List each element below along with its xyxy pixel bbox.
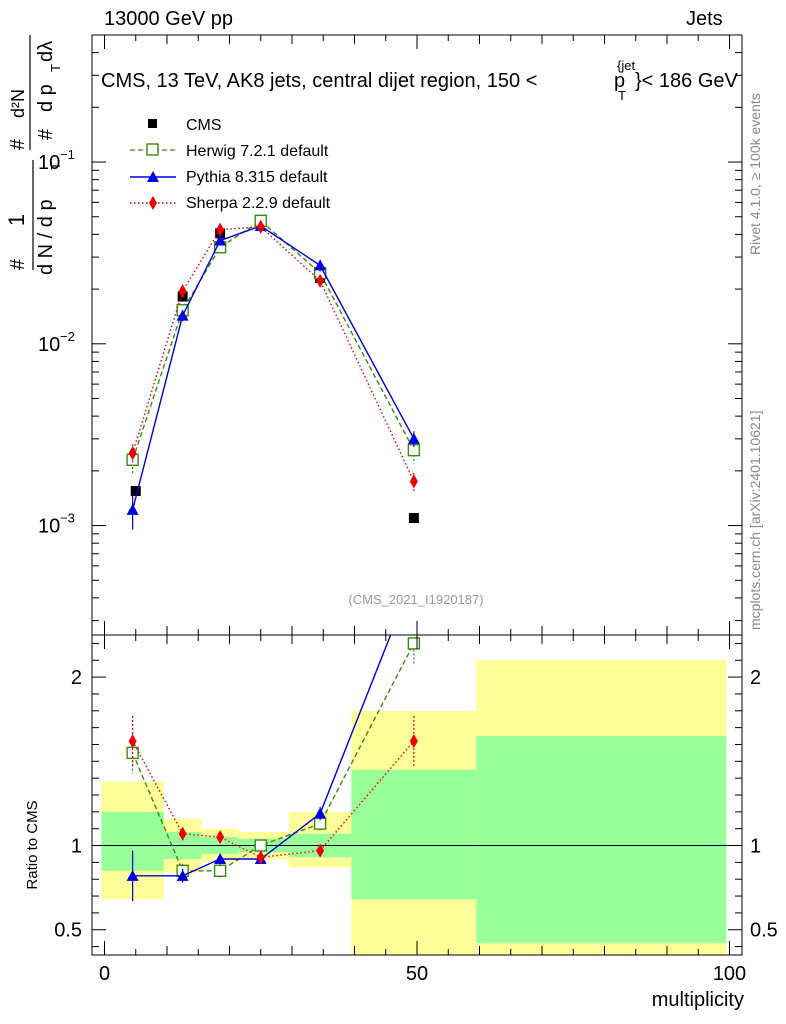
ylabel-dN: d N / d p (35, 199, 57, 275)
ylabel-dl: dλ (35, 41, 57, 62)
analysis-watermark: (CMS_2021_I1920187) (348, 592, 483, 607)
title-jet: {jet (617, 58, 635, 73)
pythia-main-point (126, 503, 139, 515)
pythia-ratio-point (408, 570, 420, 581)
title-T: T (618, 88, 626, 103)
x-tick-label: 50 (406, 963, 428, 985)
ylabel-dpT-T: T (48, 64, 63, 72)
sherpa-ratio-point (178, 826, 187, 841)
pythia-main-line (131, 225, 415, 511)
ratio-y-label: Ratio to CMS (24, 800, 41, 889)
sherpa-ratio-point (216, 830, 225, 845)
ylabel-hash-2: # (7, 138, 29, 150)
ylabel-one: 1 (4, 214, 29, 226)
title-post: }< 186 GeV (635, 70, 739, 92)
legend-marker-cms (148, 119, 157, 128)
cms-data-point (408, 513, 419, 524)
sherpa-main-point (216, 222, 225, 237)
axis-ticks (92, 34, 742, 955)
ratio-y-tick-label-left: 1 (71, 836, 82, 858)
pythia-ratio-point (314, 807, 327, 819)
main-y-tick-label: 10 (38, 152, 60, 174)
band-inner (351, 769, 477, 900)
title-p: p (614, 70, 625, 92)
ylabel-d2N: d²N (8, 89, 28, 118)
legend-label-sherpa: Sherpa 2.2.9 default (186, 195, 331, 212)
main-series (126, 214, 421, 530)
legend: CMS Herwig 7.2.1 default Pythia 8.315 de… (130, 117, 331, 212)
x-tick-label: 100 (713, 963, 746, 985)
sherpa-ratio-point (256, 850, 265, 865)
sherpa-main-point (128, 446, 137, 461)
x-axis-label: multiplicity (652, 989, 744, 1011)
ylabel-hash-3: # (35, 128, 57, 140)
herwig-ratio-point (407, 637, 421, 650)
ylabel-dN-T: T (48, 162, 63, 170)
ratio-y-tick-label-right: 1 (750, 836, 761, 858)
header-right: Jets (686, 8, 723, 30)
legend-marker-herwig (146, 143, 159, 156)
pythia-main-point (176, 309, 189, 321)
herwig-ratio-point (213, 864, 227, 877)
main-y-tick-exponent: −2 (60, 329, 75, 344)
sherpa-main-point (409, 474, 418, 489)
sherpa-main-point (316, 273, 325, 288)
ratio-y-tick-label-right: 2 (750, 667, 761, 689)
pythia-ratio-point (176, 869, 189, 881)
sherpa-ratio-point (128, 734, 137, 749)
pythia-main-point (407, 432, 420, 444)
ratio-bands (92, 660, 742, 955)
sherpa-ratio-point (316, 843, 325, 858)
title-pre: CMS, 13 TeV, AK8 jets, central dijet reg… (101, 70, 537, 92)
main-y-tick-label: 10 (38, 516, 60, 538)
herwig-ratio-line (131, 643, 415, 872)
pythia-ratio-line (132, 635, 392, 877)
chart-title: CMS, 13 TeV, AK8 jets, central dijet reg… (101, 58, 739, 103)
legend-label-cms: CMS (186, 117, 222, 134)
sherpa-ratio-line (132, 740, 415, 859)
x-tick-label: 0 (99, 963, 110, 985)
main-y-label: 1 d N / d p T # # d²N # d p T dλ (4, 35, 63, 275)
pythia-main-point (314, 259, 327, 271)
band-inner (476, 736, 727, 944)
pythia-ratio-point (214, 853, 227, 864)
main-y-tick-exponent: −1 (60, 147, 75, 162)
main-y-tick-label: 10 (38, 334, 60, 356)
pythia-ratio-point (126, 869, 139, 881)
legend-label-pythia: Pythia 8.315 default (186, 169, 328, 186)
ratio-y-tick-label-left: 0.5 (54, 920, 82, 942)
mcplots-source: mcplots.cern.ch [arXiv:2401.10621] (747, 411, 763, 630)
main-y-tick-exponent: −3 (60, 511, 75, 526)
herwig-ratio-point (254, 839, 267, 852)
ylabel-dpT: d p (35, 84, 57, 112)
sherpa-main-line (131, 226, 415, 482)
herwig-main-line (131, 219, 415, 461)
legend-marker-sherpa (149, 196, 157, 210)
legend-label-herwig: Herwig 7.2.1 default (186, 143, 329, 160)
sherpa-ratio-point (409, 734, 418, 749)
ratio-y-tick-label-right: 0.5 (750, 920, 778, 942)
cms-data-point (130, 485, 141, 496)
ratio-series (126, 570, 421, 902)
sherpa-main-point (178, 284, 187, 299)
header-left: 13000 GeV pp (104, 8, 233, 30)
rivet-version: Rivet 4.1.0, ≥ 100k events (747, 93, 763, 255)
sherpa-main-point (256, 219, 265, 234)
ratio-y-tick-label-left: 2 (71, 667, 82, 689)
pythia-main-point (214, 234, 227, 246)
legend-marker-pythia (147, 171, 159, 182)
ylabel-hash-1: # (7, 258, 29, 270)
